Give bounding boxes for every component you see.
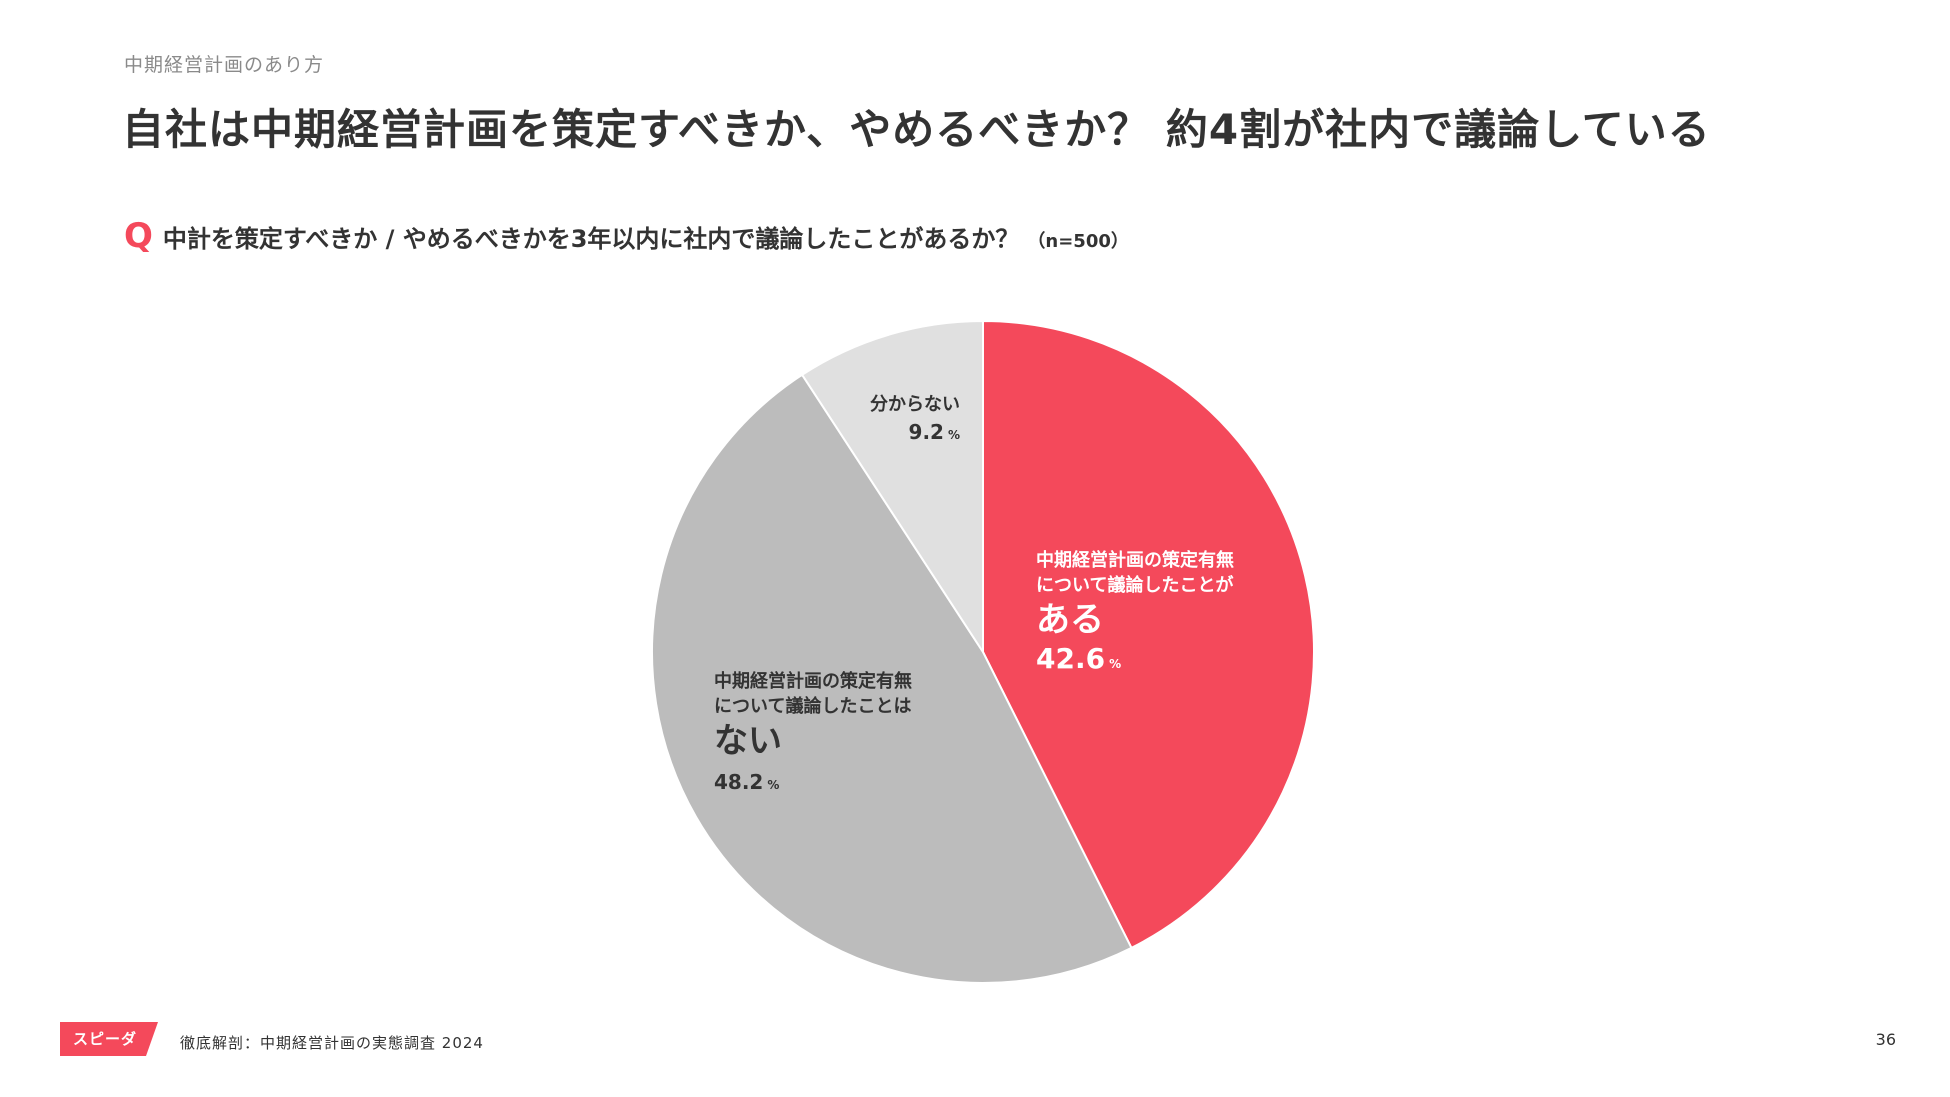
pie-slice-2 xyxy=(800,319,984,656)
slice-label-line: 分からない xyxy=(870,394,960,415)
slice-unit: % xyxy=(948,428,960,442)
slice-label-line: について議論したことが xyxy=(1036,574,1233,596)
slice-label-line: 中期経営計画の策定有無 xyxy=(714,670,912,692)
section-label: 中期経営計画のあり方 xyxy=(124,54,325,76)
slice-label-emphasis: ない xyxy=(714,721,782,761)
sample-size: （n=500） xyxy=(1027,231,1129,252)
logo-badge-icon xyxy=(60,1022,158,1056)
slice-value: 48.2 xyxy=(714,770,763,794)
page-title: 自社は中期経営計画を策定すべきか、やめるべきか？ 約4割が社内で議論している xyxy=(122,105,1711,154)
slice-label-2: 分からない 9.2% xyxy=(870,394,960,444)
slice-label-line: について議論したことは xyxy=(714,695,911,717)
slice-label-line: 中期経営計画の策定有無 xyxy=(1036,549,1234,571)
brand-logo: スピーダ xyxy=(60,1022,158,1056)
pie-slice-0 xyxy=(982,319,1315,950)
question-text: 中計を策定すべきか / やめるべきかを3年以内に社内で議論したことがあるか？ xyxy=(162,225,1020,253)
slice-value: 42.6 xyxy=(1036,642,1105,675)
slice-value-label: 42.6% xyxy=(1036,642,1121,675)
slice-label-emphasis: ある xyxy=(1036,600,1104,640)
pie-slice-1 xyxy=(651,373,1133,984)
question-mark: Q xyxy=(124,216,153,256)
slice-unit: % xyxy=(767,778,779,792)
survey-question: Q 中計を策定すべきか / やめるべきかを3年以内に社内で議論したことがあるか？… xyxy=(124,216,1129,256)
slice-value: 9.2 xyxy=(909,420,944,444)
page-number: 36 xyxy=(1875,1030,1896,1049)
slice-value-label: 9.2% xyxy=(909,420,960,444)
slice-value-label: 48.2% xyxy=(714,770,779,794)
slice-unit: % xyxy=(1109,657,1121,671)
logo-text: スピーダ xyxy=(72,1030,137,1048)
footer-source: 徹底解剖：中期経営計画の実態調査 2024 xyxy=(180,1034,484,1052)
